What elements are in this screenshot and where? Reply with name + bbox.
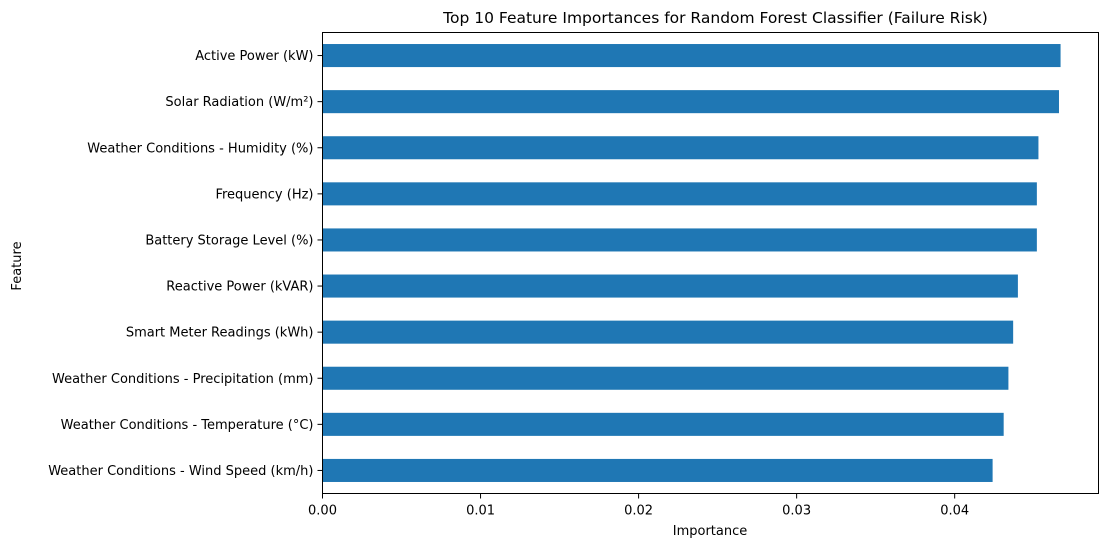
y-tick-label: Weather Conditions - Precipitation (mm) [52, 372, 314, 387]
ticks-layer: Active Power (kW) Solar Radiation (W/m²) W… [48, 49, 969, 518]
bar [322, 274, 1018, 298]
bar [322, 182, 1037, 206]
y-tick-label: Weather Conditions - Humidity (%) [87, 141, 313, 156]
x-tick-label: 0.01 [466, 504, 495, 519]
y-tick-label: Frequency (Hz) [215, 187, 313, 202]
y-axis-label: Feature [10, 241, 25, 290]
bar [322, 44, 1061, 68]
plot-area-frame [322, 32, 1099, 494]
x-tick-label: 0.03 [782, 504, 811, 519]
y-tick-label: Weather Conditions - Temperature (°C) [61, 418, 314, 433]
y-tick-label: Active Power (kW) [195, 49, 313, 64]
y-tick-label: Reactive Power (kVAR) [166, 280, 313, 295]
y-tick-label: Weather Conditions - Wind Speed (km/h) [48, 464, 313, 479]
bars-layer [322, 44, 1061, 482]
bar [322, 320, 1014, 344]
x-tick-label: 0.02 [624, 504, 653, 519]
bar [322, 136, 1039, 160]
y-tick-label: Smart Meter Readings (kWh) [126, 326, 314, 341]
chart-title: Top 10 Feature Importances for Random Fo… [442, 9, 988, 27]
bar [322, 228, 1037, 252]
bar [322, 458, 993, 482]
y-tick-label: Battery Storage Level (%) [145, 233, 313, 248]
x-tick-label: 0.04 [940, 504, 969, 519]
bar [322, 412, 1004, 436]
bar [322, 90, 1059, 114]
bar [322, 366, 1009, 390]
x-tick-label: 0.00 [308, 504, 337, 519]
x-axis-label: Importance [673, 524, 748, 539]
y-tick-label: Solar Radiation (W/m²) [165, 95, 313, 110]
